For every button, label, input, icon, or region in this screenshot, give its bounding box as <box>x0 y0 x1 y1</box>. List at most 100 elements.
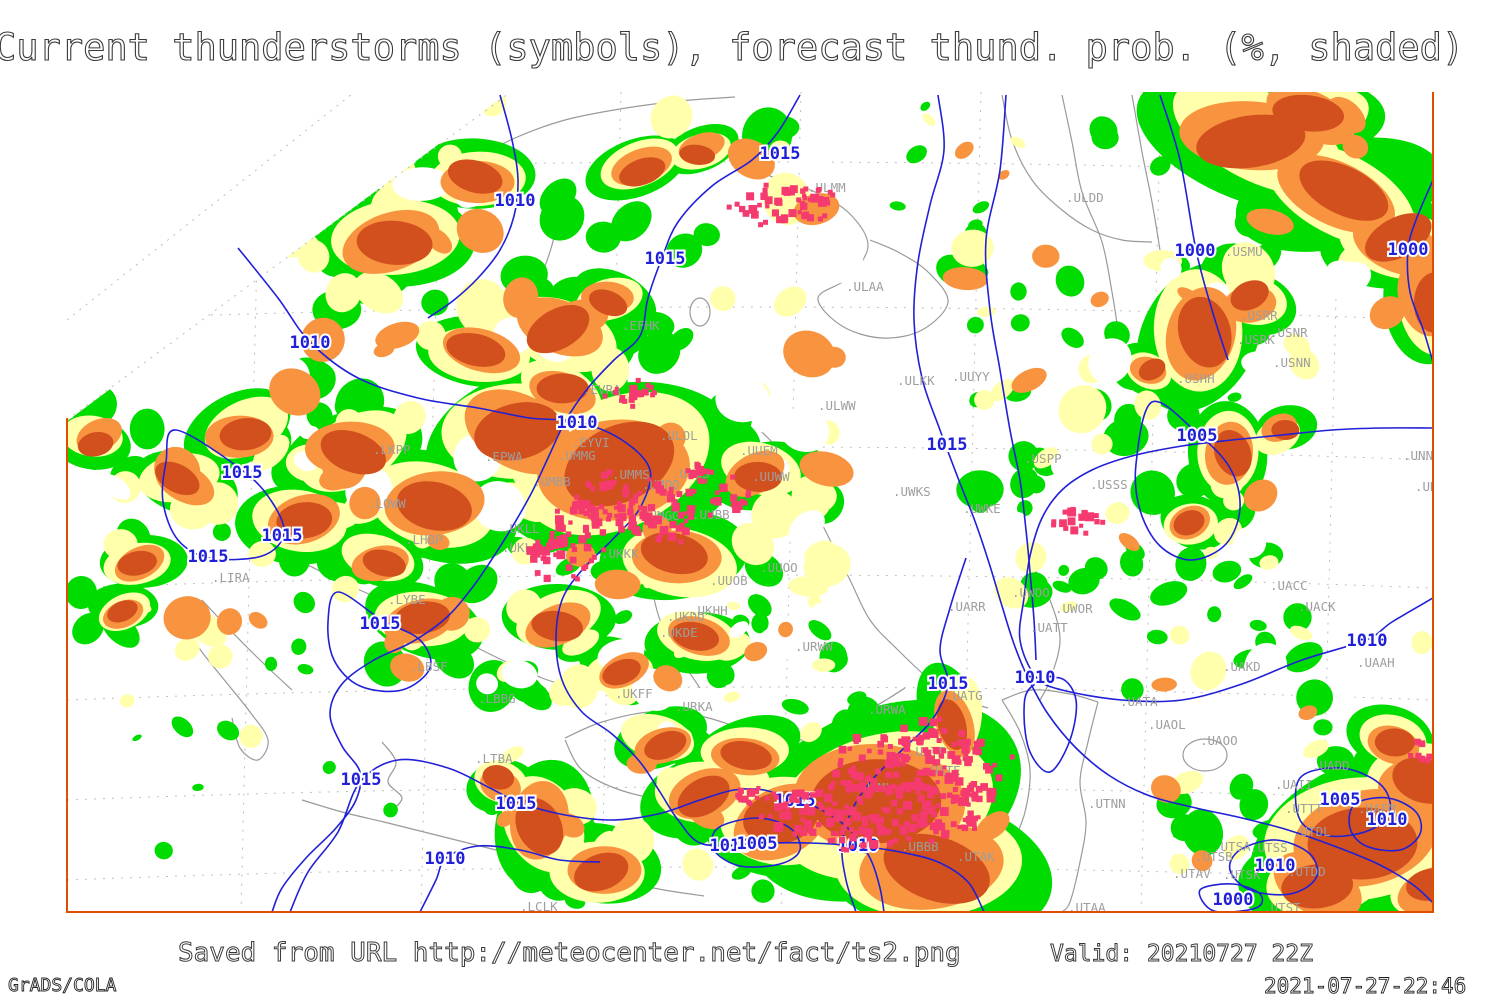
station-label: .URKA <box>675 699 713 714</box>
storm-symbol <box>941 808 947 813</box>
shade-blob <box>1005 351 1026 370</box>
storm-symbol <box>903 745 911 753</box>
station-label: .UUWW <box>752 469 790 484</box>
storm-symbol <box>922 767 931 776</box>
station-label: .UKLL <box>502 521 540 536</box>
storm-symbol <box>976 795 983 803</box>
storm-symbol <box>927 791 935 799</box>
storm-symbol <box>837 814 844 822</box>
storm-symbol <box>951 755 961 765</box>
storm-symbol <box>785 807 791 812</box>
shade-blob <box>769 140 791 158</box>
storm-symbol <box>828 784 835 791</box>
storm-symbol <box>847 768 854 774</box>
storm-symbol <box>986 788 995 797</box>
shade-blob <box>682 848 714 881</box>
storm-symbol <box>906 756 911 761</box>
storm-symbol <box>951 770 959 778</box>
storm-symbol <box>568 520 573 525</box>
meridian-line <box>600 92 622 912</box>
storm-symbol <box>917 794 925 802</box>
storm-symbol <box>583 524 589 531</box>
shade-blob <box>239 724 263 748</box>
storm-symbol <box>972 815 978 822</box>
shade-blob <box>731 522 775 566</box>
station-label: .USRR <box>1240 308 1278 323</box>
storm-symbol <box>758 814 764 820</box>
storm-symbol <box>901 736 911 746</box>
grads-cola-credit: GrADS/COLA <box>8 975 117 997</box>
storm-symbol <box>976 815 981 820</box>
isobar-label: 1010 <box>290 333 331 353</box>
storm-symbol <box>955 777 964 786</box>
shade-blob <box>1335 681 1360 701</box>
shade-blob <box>248 541 276 567</box>
storm-symbol <box>970 781 978 788</box>
shade-blob <box>710 286 736 312</box>
shade-blob <box>72 612 105 645</box>
station-label: .UTDL <box>1293 824 1331 839</box>
storm-symbol <box>653 516 662 525</box>
isobar-1005 <box>1134 400 1241 561</box>
storm-symbol <box>648 519 657 529</box>
isobar-1015 <box>327 591 432 693</box>
storm-symbol <box>546 542 554 551</box>
station-label: .LBBG <box>478 691 516 706</box>
station-label: .ULMM <box>808 180 846 195</box>
shade-blob <box>446 332 506 367</box>
storm-symbol <box>602 509 608 515</box>
shade-blob <box>564 421 675 507</box>
storm-symbol <box>976 738 985 747</box>
shade-blob <box>1061 327 1084 348</box>
storm-symbol <box>830 192 836 198</box>
isobar-label: 1015 <box>341 770 382 790</box>
storm-symbol <box>992 762 997 768</box>
coastline <box>181 621 269 761</box>
shade-blob <box>588 289 628 317</box>
storm-symbol <box>816 187 822 192</box>
shade-blob <box>1233 574 1253 590</box>
storm-symbol <box>946 792 953 798</box>
storm-symbol <box>986 793 996 803</box>
storm-symbol <box>629 515 636 522</box>
storm-symbol <box>876 823 883 829</box>
shade-blob <box>154 841 173 860</box>
station-label: .UTSA <box>1213 839 1251 854</box>
storm-symbol <box>627 508 634 516</box>
storm-symbol <box>789 185 798 194</box>
shade-blob <box>67 494 109 537</box>
storm-symbol <box>849 833 857 842</box>
storm-symbol <box>933 828 939 835</box>
storm-symbol <box>763 182 769 188</box>
storm-symbol <box>555 515 564 525</box>
shade-blob <box>390 653 425 682</box>
shade-blob <box>1109 598 1141 621</box>
shade-blob <box>1105 502 1130 524</box>
storm-symbol <box>1093 513 1099 519</box>
station-label: .UWKE <box>963 501 1001 516</box>
storm-symbol <box>707 512 713 518</box>
shade-blob <box>1146 629 1168 645</box>
storm-symbol <box>571 574 576 579</box>
isobar-label: 1000 <box>1175 241 1216 261</box>
storm-symbol <box>591 518 599 527</box>
shade-blob <box>1118 532 1140 552</box>
shade-blob <box>501 660 538 689</box>
station-label: .USNN <box>1273 355 1311 370</box>
isobar-label: 1015 <box>496 794 537 814</box>
storm-cluster <box>685 461 714 484</box>
storm-symbol <box>742 500 748 506</box>
storm-symbol <box>697 468 705 476</box>
storm-symbol <box>922 747 929 754</box>
storm-symbol <box>565 564 573 571</box>
storm-symbol <box>599 529 607 536</box>
storm-symbol <box>1070 506 1076 512</box>
storm-symbol <box>1078 513 1086 521</box>
storm-symbol <box>950 799 956 804</box>
lake-outline <box>689 297 711 327</box>
isobar-1000 <box>1159 94 1229 361</box>
station-label: .URWA <box>868 702 906 717</box>
storm-symbol <box>929 769 936 777</box>
shade-blob <box>1015 542 1047 573</box>
storm-symbol <box>686 505 696 514</box>
